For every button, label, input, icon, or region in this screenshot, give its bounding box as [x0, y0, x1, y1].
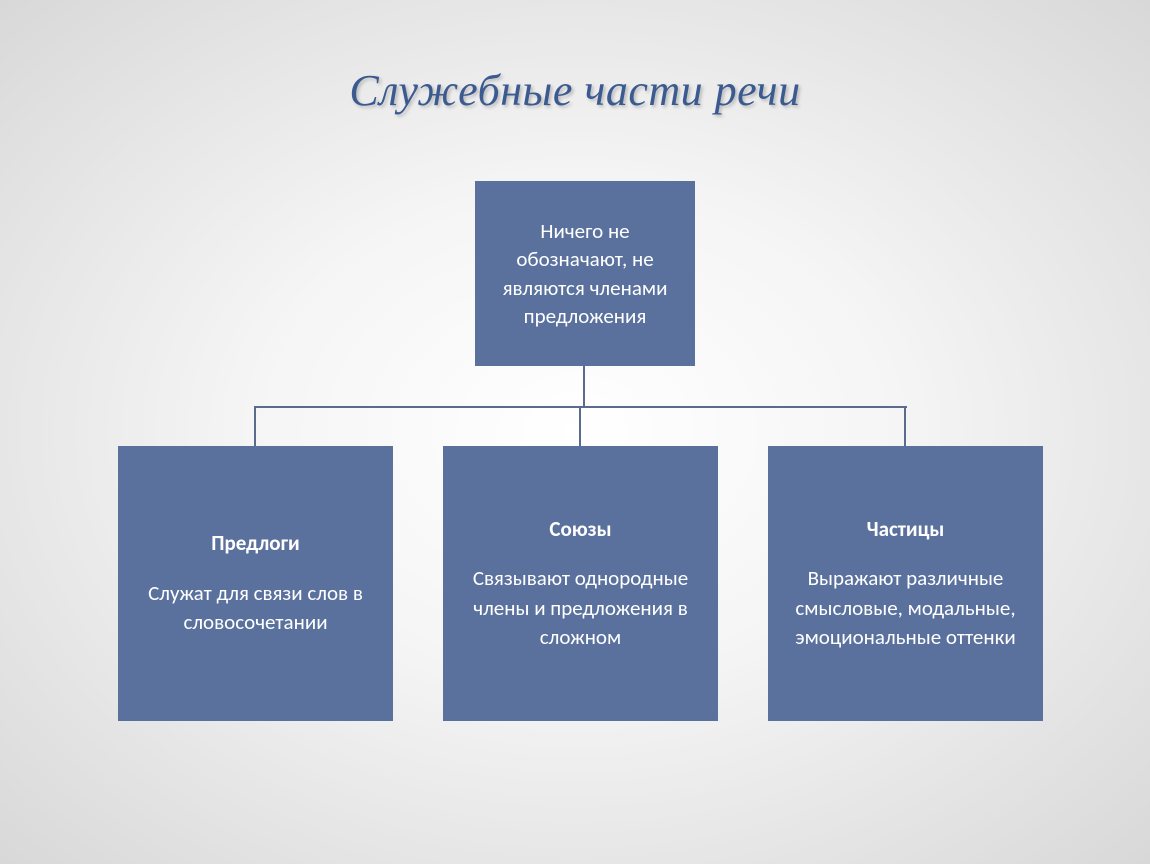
child-title-1: Союзы [549, 515, 611, 544]
connector-trunk [583, 366, 585, 406]
connector-drop-1 [579, 406, 581, 446]
child-body-2: Выражают различные смысловые, модальные,… [784, 564, 1027, 652]
root-node: Ничего не обозначают, не являются членам… [475, 181, 695, 366]
connector-drop-2 [904, 406, 906, 446]
tree-diagram: Ничего не обозначают, не являются членам… [0, 116, 1150, 816]
child-node-2: Частицы Выражают различные смысловые, мо… [768, 446, 1043, 721]
page-title: Служебные части речи [0, 0, 1150, 116]
connector-hline [255, 406, 907, 408]
child-body-1: Связывают однородные члены и предложения… [459, 564, 702, 652]
root-text: Ничего не обозначают, не являются членам… [491, 217, 679, 330]
connector-drop-0 [254, 406, 256, 446]
child-title-2: Частицы [867, 515, 945, 544]
child-node-0: Предлоги Служат для связи слов в словосо… [118, 446, 393, 721]
child-node-1: Союзы Связывают однородные члены и предл… [443, 446, 718, 721]
child-title-0: Предлоги [211, 529, 299, 558]
child-body-0: Служат для связи слов в словосочетании [134, 579, 377, 638]
